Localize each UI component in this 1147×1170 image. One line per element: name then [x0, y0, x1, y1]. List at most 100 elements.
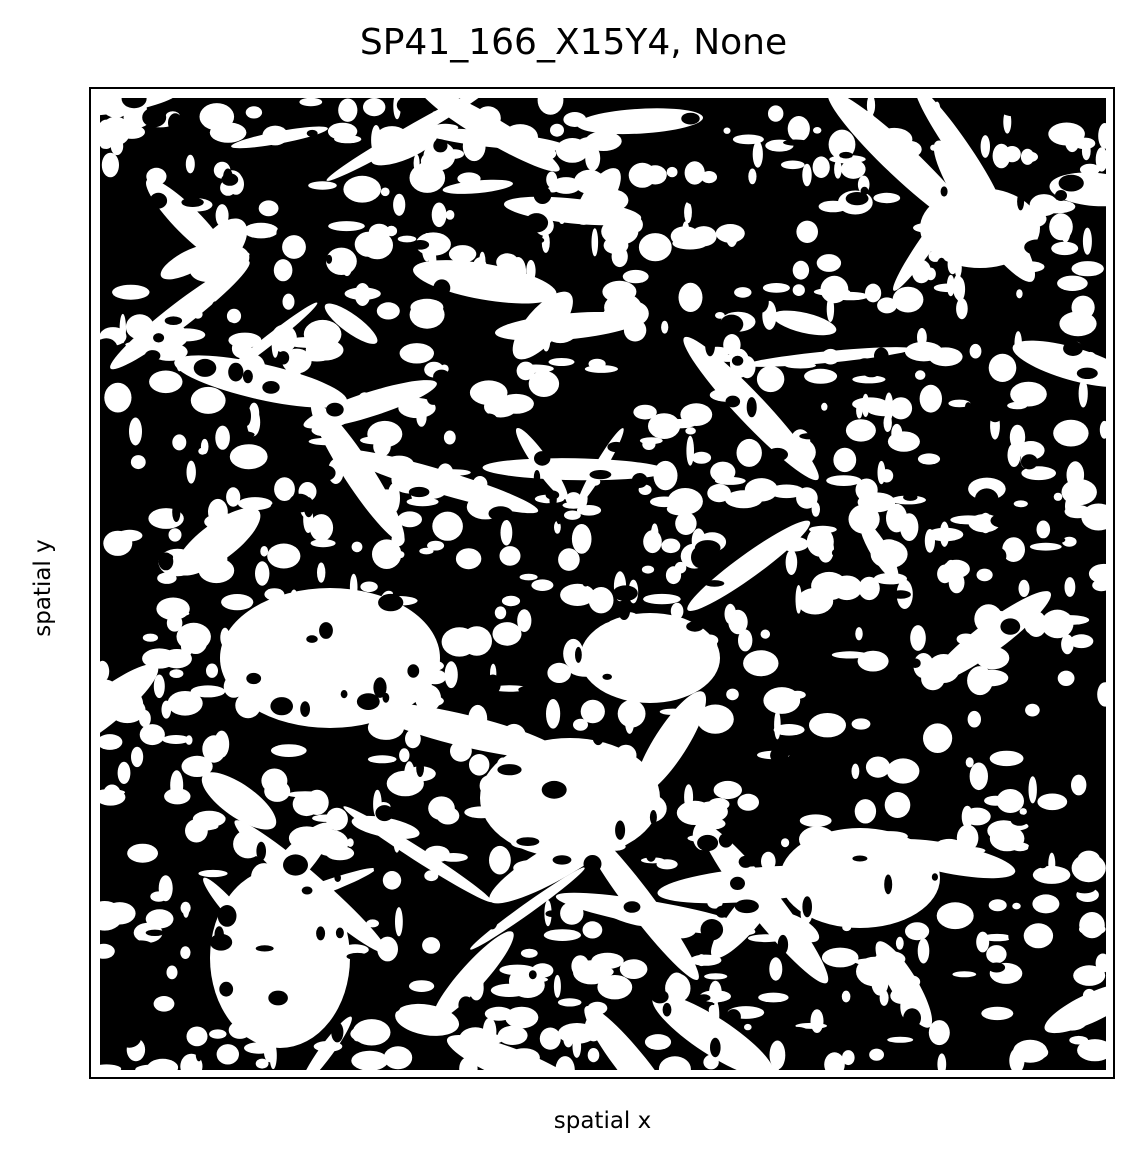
mask-island [799, 433, 822, 440]
mask-gap [1051, 241, 1079, 256]
mask-gap [130, 455, 146, 470]
mask-island [929, 960, 946, 975]
mask-gap [271, 332, 279, 358]
mask-gap [560, 901, 584, 925]
mask-gap [726, 1034, 748, 1060]
mask-gap [1003, 110, 1012, 134]
mask-island [242, 369, 253, 384]
mask-channel [442, 179, 513, 194]
mask-island [325, 254, 333, 264]
mask-channel [324, 303, 378, 344]
mask-gap [271, 744, 307, 757]
mask-gap [448, 245, 477, 263]
mask-gap [696, 704, 734, 734]
mask-island [326, 402, 344, 417]
mask-gap [910, 625, 926, 651]
mask-gap [505, 1006, 539, 1029]
mask-gap [101, 152, 119, 178]
mask-island [378, 593, 404, 612]
mask-gap [869, 1048, 884, 1061]
mask-island [349, 967, 368, 984]
mask-gap [905, 922, 930, 941]
mask-gap [190, 386, 226, 414]
mask-island [786, 1026, 809, 1037]
mask-gap [760, 629, 770, 639]
mask-gap [100, 679, 119, 705]
mask-island [462, 319, 481, 337]
mask-gap [1069, 634, 1094, 649]
mask-gap [785, 549, 798, 575]
mask-island [479, 413, 499, 434]
mask-gap [539, 1027, 561, 1050]
mask-open-region [580, 613, 720, 703]
mask-gap [644, 1034, 672, 1050]
mask-gap [976, 568, 993, 582]
mask-island [1020, 454, 1038, 470]
mask-island [794, 986, 803, 1001]
mask-gap [398, 397, 436, 419]
mask-gap [217, 250, 250, 259]
mask-gap [231, 338, 252, 359]
mask-open-region [480, 738, 660, 858]
mask-gap [1057, 275, 1088, 291]
mask-island [335, 927, 344, 939]
mask-island [534, 451, 551, 466]
mask-island [1039, 287, 1065, 295]
mask-gap [513, 860, 547, 876]
mask-gap [1079, 163, 1100, 176]
mask-gap [125, 314, 154, 340]
mask-gap [676, 800, 714, 826]
mask-gap [371, 150, 405, 160]
mask-island [903, 1008, 921, 1028]
mask-gap [149, 370, 183, 394]
mask-island [541, 503, 557, 520]
mask-island [649, 810, 657, 825]
mask-island [615, 820, 626, 840]
mask-gap [524, 319, 535, 343]
mask-island [120, 268, 136, 280]
mask-gap [969, 343, 982, 359]
mask-gap [410, 298, 444, 316]
mask-open-region [920, 188, 1040, 268]
mask-gap [809, 525, 837, 534]
mask-gap [405, 729, 421, 749]
spatial-mask-image [100, 98, 1106, 1070]
mask-gap [543, 929, 581, 941]
mask-island [767, 758, 782, 778]
mask-gap [802, 163, 812, 187]
mask-gap [870, 539, 908, 569]
mask-gap [841, 159, 866, 179]
mask-island [149, 192, 168, 209]
mask-gap [984, 795, 1007, 806]
mask-island [1077, 546, 1084, 565]
mask-gap [758, 992, 789, 1003]
mask-gap [726, 688, 739, 701]
mask-island [128, 940, 153, 950]
mask-gap [269, 1042, 277, 1070]
mask-gap [707, 484, 731, 503]
mask-island [638, 1020, 646, 1036]
mask-gap [117, 761, 131, 785]
mask-island [662, 1002, 672, 1017]
mask-island [205, 654, 216, 663]
mask-gap [409, 980, 435, 992]
mask-gap [125, 341, 158, 348]
mask-gap [737, 793, 759, 811]
mask-island [268, 990, 288, 1006]
mask-island [1020, 949, 1043, 968]
mask-gap [1057, 670, 1075, 686]
mask-gap [393, 825, 401, 853]
mask-island [316, 926, 326, 941]
mask-gap [354, 283, 371, 306]
mask-island [916, 1046, 930, 1066]
mask-gap [871, 969, 889, 996]
mask-gap [980, 135, 990, 158]
mask-gap [675, 512, 697, 535]
mask-gap [792, 284, 805, 296]
mask-gap [109, 697, 146, 724]
mask-gap [153, 674, 165, 699]
mask-gap [309, 514, 334, 542]
mask-gap [772, 918, 809, 935]
mask-gap [813, 288, 851, 296]
mask-gap [865, 756, 891, 778]
